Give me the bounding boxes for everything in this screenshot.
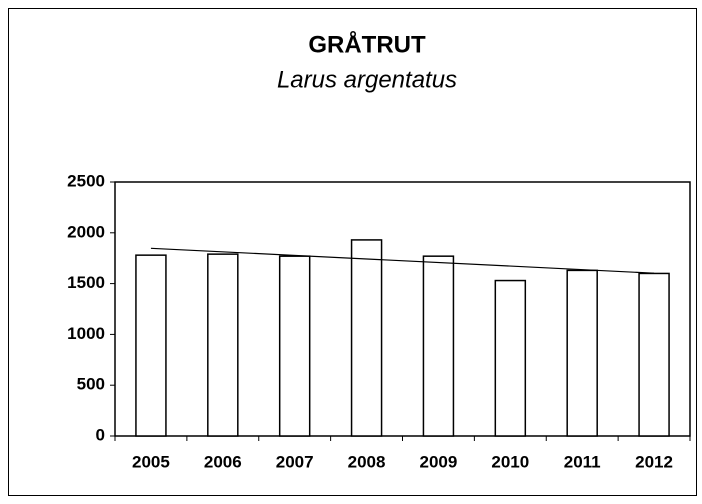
bar [278,255,311,437]
bar [422,255,455,437]
y-tick-label: 2000 [67,222,105,241]
y-tick-label: 0 [96,425,105,444]
bar [566,269,598,437]
y-tick-label: 1500 [67,273,105,292]
chart-subtitle: Larus argentatus [277,66,457,93]
trend-line [150,247,655,274]
y-tick-label: 500 [77,375,105,394]
bar [135,254,167,437]
y-tick-label: 1000 [67,324,105,343]
x-tick-label: 2008 [348,452,386,471]
x-tick-label: 2006 [204,452,242,471]
x-tick-label: 2005 [132,452,170,471]
x-tick-label: 2010 [491,452,529,471]
bar [350,239,383,437]
bar [638,272,670,437]
x-tick-label: 2012 [635,452,673,471]
x-tick-label: 2007 [276,452,314,471]
bar [494,279,527,437]
y-tick-label: 2500 [67,171,105,190]
bar [207,253,239,437]
x-tick-label: 2011 [564,452,601,471]
x-tick-label: 2009 [420,452,458,471]
chart-title: GRÅTRUT [308,30,426,58]
